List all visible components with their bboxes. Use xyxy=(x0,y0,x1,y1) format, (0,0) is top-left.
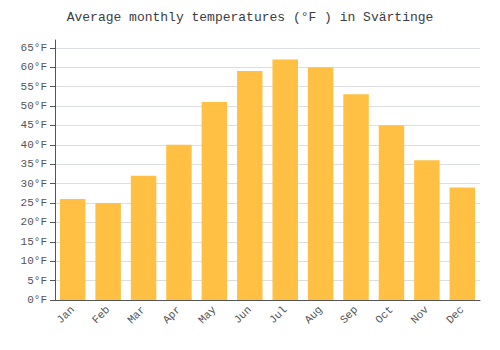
svg-text:Dec: Dec xyxy=(444,304,466,326)
svg-text:25°F: 25°F xyxy=(21,197,47,209)
svg-text:15°F: 15°F xyxy=(21,236,47,248)
svg-text:Nov: Nov xyxy=(409,303,432,326)
svg-text:45°F: 45°F xyxy=(21,119,47,131)
svg-text:May: May xyxy=(196,303,219,326)
svg-text:Jun: Jun xyxy=(232,304,254,326)
svg-text:50°F: 50°F xyxy=(21,100,47,112)
svg-text:Feb: Feb xyxy=(90,304,112,326)
svg-text:Aug: Aug xyxy=(302,304,324,326)
svg-text:Jan: Jan xyxy=(54,304,76,326)
svg-text:35°F: 35°F xyxy=(21,158,47,170)
svg-text:Average monthly temperatures (: Average monthly temperatures (°F ) in Sv… xyxy=(67,10,434,25)
svg-text:65°F: 65°F xyxy=(21,42,47,54)
svg-text:5°F: 5°F xyxy=(27,275,47,287)
svg-text:60°F: 60°F xyxy=(21,61,47,73)
svg-text:0°F: 0°F xyxy=(27,294,47,306)
svg-text:Sep: Sep xyxy=(338,304,360,326)
svg-text:Jul: Jul xyxy=(267,304,289,326)
svg-text:Mar: Mar xyxy=(125,304,147,326)
svg-text:10°F: 10°F xyxy=(21,255,47,267)
svg-text:20°F: 20°F xyxy=(21,216,47,228)
svg-text:Apr: Apr xyxy=(161,304,183,326)
svg-text:40°F: 40°F xyxy=(21,139,47,151)
svg-text:55°F: 55°F xyxy=(21,81,47,93)
svg-text:30°F: 30°F xyxy=(21,178,47,190)
svg-text:Oct: Oct xyxy=(373,304,395,326)
